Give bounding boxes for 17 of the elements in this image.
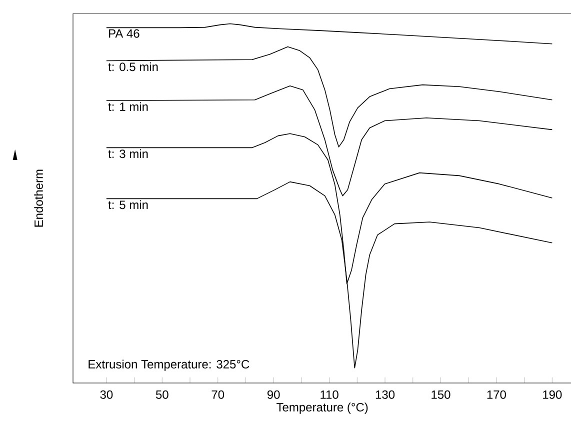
x-tick-label: 110 [320,390,338,399]
x-tick-label: 50 [156,390,168,399]
x-tick-label: 30 [100,390,113,399]
x-axis-title: Temperature (°C) [276,402,368,414]
x-tick-label: 170 [487,390,506,399]
x-tick-label: 190 [543,390,562,399]
x-tick-label: 130 [376,390,395,399]
annotation: Extrusion Temperature: 325°C [88,360,250,371]
series-label: t: 1 min [108,102,148,111]
x-tick-label: 150 [432,390,450,399]
x-tick-label: 70 [212,390,224,399]
x-tick-label: 90 [267,390,280,399]
y-axis-title: Endotherm [34,170,43,227]
series-label: t: 0.5 min [108,62,158,72]
series-label: t: 3 min [108,149,148,158]
series-label: PA 46 [109,29,140,38]
series-label: t: 5 min [108,200,148,210]
